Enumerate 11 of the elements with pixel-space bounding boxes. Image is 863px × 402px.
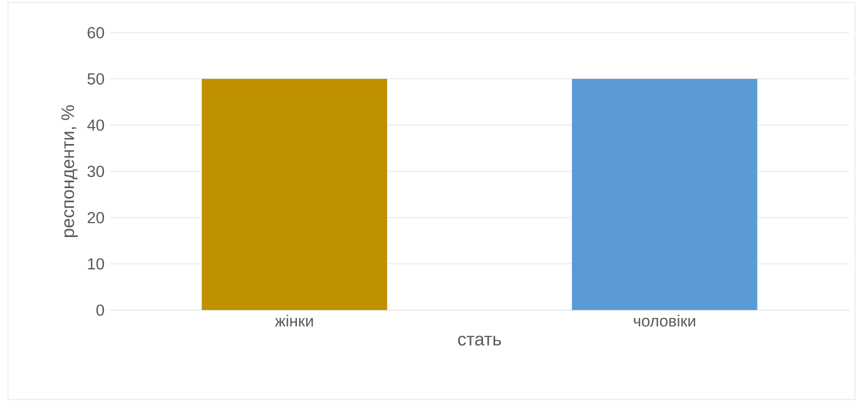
y-tick-label: 0 <box>96 304 104 316</box>
y-tick-label: 50 <box>88 73 104 85</box>
y-axis-title: респонденти, % <box>61 105 78 237</box>
y-tick-label: 20 <box>88 212 104 224</box>
y-tick-label: 10 <box>88 258 104 270</box>
x-axis-title: стать <box>458 336 501 346</box>
y-tick-label: 40 <box>87 119 104 131</box>
x-tick-label: жінки <box>274 314 313 326</box>
y-tick-label: 60 <box>88 26 104 38</box>
y-tick-label: 30 <box>87 166 104 177</box>
x-tick-label: чоловіки <box>634 314 696 326</box>
